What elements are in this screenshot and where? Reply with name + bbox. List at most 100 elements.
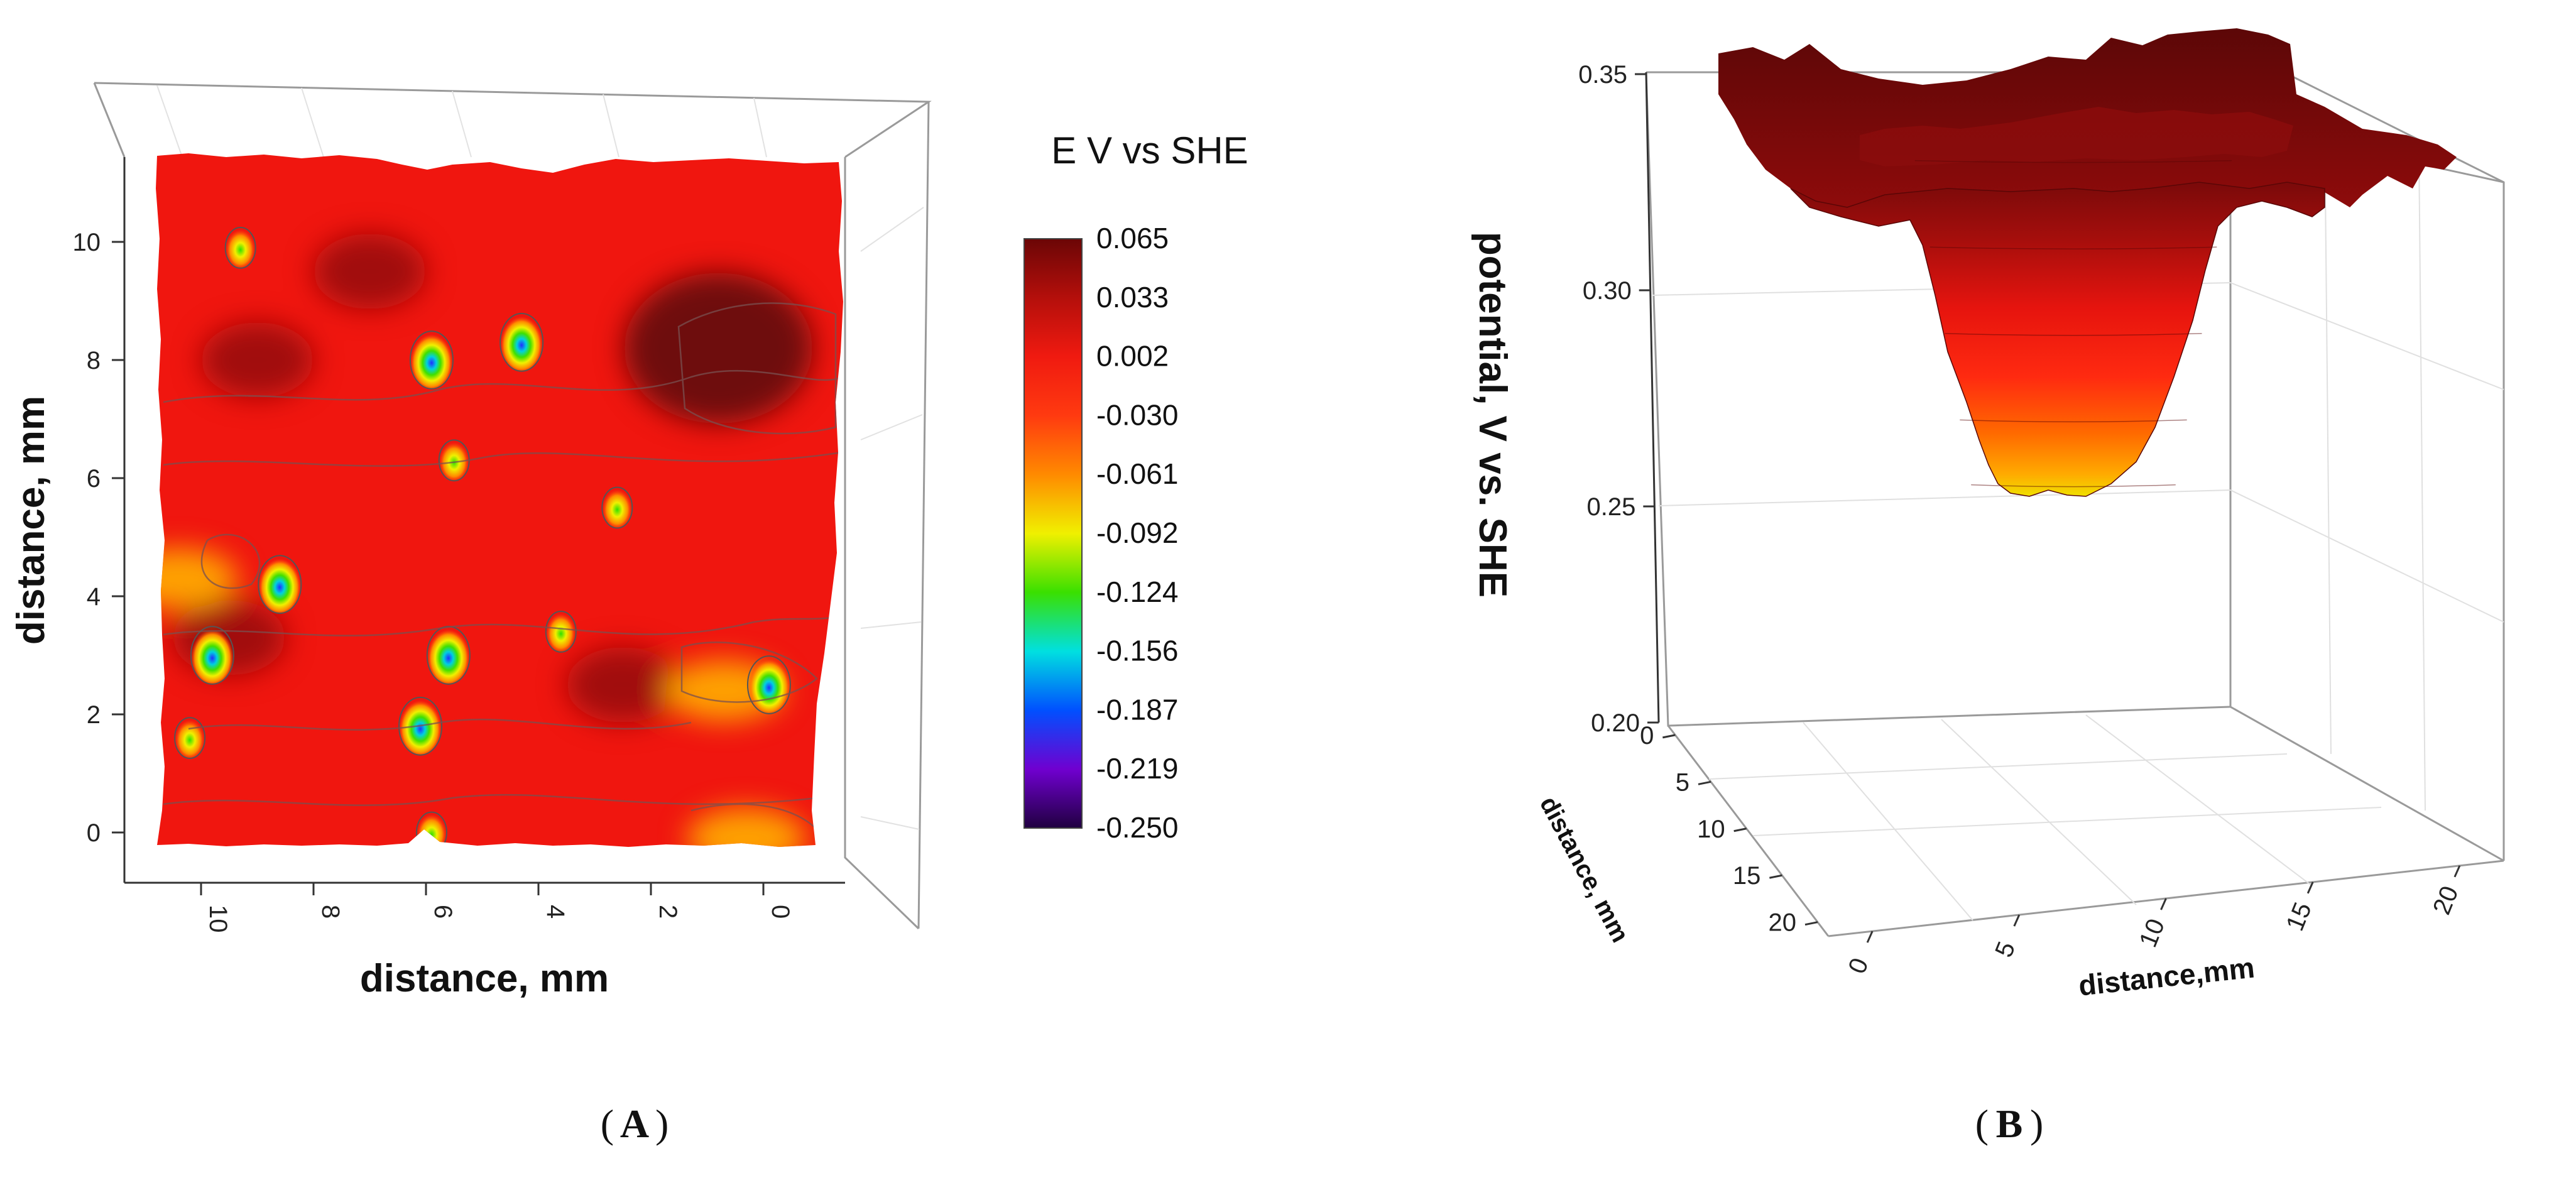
y-tick-label: 15 bbox=[1733, 862, 1761, 890]
heatmap-pit bbox=[190, 626, 234, 685]
surface-level-lines bbox=[1914, 160, 2232, 488]
panel-a-xlabel: distance, mm bbox=[360, 957, 609, 1000]
y-tick-mark bbox=[1804, 921, 1818, 926]
svg-text:(: ( bbox=[1975, 1101, 1989, 1146]
colorbar-label: -0.219 bbox=[1096, 752, 1178, 785]
x-tick-mark bbox=[2160, 898, 2167, 910]
panel-label-a-letter: A bbox=[620, 1101, 649, 1146]
heatmap-pit bbox=[224, 227, 256, 269]
panel-a-axes bbox=[123, 157, 845, 884]
surface-mid-ridge bbox=[1860, 107, 2293, 166]
surface-front-trough bbox=[1790, 182, 2325, 497]
svg-text:): ) bbox=[655, 1101, 669, 1146]
colorbar-label: -0.156 bbox=[1096, 635, 1178, 667]
heatmap-pit bbox=[499, 312, 544, 372]
colorbar-title: E V vs SHE bbox=[1051, 129, 1248, 172]
panel-a-x-ticks: 10 8 6 4 2 0 bbox=[200, 883, 794, 933]
z-tick-label: 0.25 bbox=[1586, 493, 1635, 521]
y-tick-label: 10 bbox=[73, 229, 101, 256]
colorbar-label: -0.187 bbox=[1096, 693, 1178, 726]
y-tick-label: 10 bbox=[1697, 816, 1725, 843]
heatmap-pit bbox=[746, 655, 791, 714]
panel-b-z-ticks: 0.20 0.25 0.30 0.35 bbox=[1578, 61, 1659, 737]
heatmap-background bbox=[156, 153, 843, 847]
x-tick-label: 0 bbox=[1843, 954, 1874, 978]
panel-b-z-axis bbox=[1645, 72, 1660, 723]
heatmap-high-region bbox=[624, 273, 813, 424]
x-tick-mark bbox=[2453, 865, 2461, 878]
heatmap-pit bbox=[258, 555, 302, 614]
colorbar-label: 0.002 bbox=[1096, 340, 1169, 373]
panel-a-colorbar: E V vs SHE 0.065 0.033 0.002 -0.030 -0.061 -0… bbox=[1023, 129, 1248, 844]
surface-level-line bbox=[1971, 484, 2176, 488]
heatmap-warm-region bbox=[156, 548, 239, 609]
colorbar-label: -0.250 bbox=[1096, 811, 1178, 844]
x-tick-mark bbox=[2306, 881, 2314, 894]
y-tick-mark bbox=[1769, 874, 1782, 879]
x-tick-label: 0 bbox=[767, 905, 794, 919]
x-tick-label: 2 bbox=[654, 905, 682, 919]
heatmap-high-region bbox=[566, 647, 680, 723]
x-tick-label: 5 bbox=[1990, 938, 2021, 961]
x-tick-label: 20 bbox=[2428, 882, 2464, 919]
surface-level-line bbox=[1960, 419, 2187, 423]
surface-level-line bbox=[1945, 333, 2202, 336]
colorbar-label: -0.124 bbox=[1096, 576, 1178, 608]
x-tick-label: 8 bbox=[317, 905, 344, 919]
y-tick-label: 4 bbox=[87, 583, 101, 611]
colorbar-label: -0.092 bbox=[1096, 516, 1178, 549]
panel-a-potential-map: 0 2 4 6 8 10 10 8 6 4 2 0 distance, mm distance, m… bbox=[9, 82, 1248, 1000]
x-tick-label: 10 bbox=[204, 905, 232, 933]
colorbar-label: 0.033 bbox=[1096, 281, 1169, 314]
panel-b-y-ticks: 05 10 15 20 bbox=[1640, 722, 1818, 937]
x-tick-mark bbox=[2013, 914, 2021, 927]
y-tick-mark bbox=[1698, 780, 1711, 785]
heatmap-pit bbox=[426, 626, 471, 685]
z-tick-label: 0.20 bbox=[1591, 709, 1640, 737]
x-tick-mark bbox=[1866, 930, 1874, 943]
surface-level-line bbox=[1929, 246, 2217, 249]
heatmap-high-region bbox=[200, 322, 314, 398]
panel-a-y-ticks: 0 2 4 6 8 10 bbox=[73, 229, 124, 847]
panel-label-b-letter: B bbox=[1996, 1101, 2023, 1146]
y-tick-label: 2 bbox=[87, 701, 101, 729]
y-tick-label: 0 bbox=[87, 819, 101, 847]
panel-b-ylabel: distance, mm bbox=[1534, 792, 1634, 947]
svg-text:(: ( bbox=[601, 1101, 614, 1146]
panel-a-heatmap bbox=[156, 153, 843, 847]
x-tick-label: 4 bbox=[542, 905, 569, 919]
heatmap-pit bbox=[174, 717, 206, 759]
y-tick-mark bbox=[1662, 734, 1676, 739]
x-tick-label: 6 bbox=[429, 905, 457, 919]
y-tick-label: 0 bbox=[1640, 722, 1654, 750]
svg-text:): ) bbox=[2030, 1101, 2043, 1146]
z-tick-label: 0.30 bbox=[1583, 277, 1632, 305]
colorbar-gradient bbox=[1023, 238, 1083, 829]
panel-label-b: ( B ) bbox=[1975, 1101, 2044, 1146]
panel-a-contours bbox=[163, 302, 843, 830]
y-tick-label: 5 bbox=[1676, 768, 1689, 796]
heatmap-warm-region bbox=[687, 808, 807, 847]
panel-b-surface bbox=[1718, 28, 2457, 497]
colorbar-label: 0.065 bbox=[1096, 222, 1169, 254]
surface-level-line bbox=[1914, 160, 2232, 163]
heatmap-pit bbox=[415, 811, 447, 847]
x-tick-label: 10 bbox=[2134, 915, 2170, 951]
y-tick-label: 8 bbox=[87, 347, 101, 374]
heatmap-pit bbox=[601, 486, 633, 529]
y-tick-mark bbox=[1733, 827, 1747, 832]
panel-a-back-grid bbox=[156, 85, 924, 830]
heatmap-pit bbox=[409, 330, 454, 390]
heatmap-pit bbox=[545, 611, 577, 653]
panel-a-ylabel: distance, mm bbox=[9, 396, 53, 645]
colorbar-label: -0.061 bbox=[1096, 457, 1178, 490]
colorbar-label: -0.030 bbox=[1096, 398, 1178, 431]
panel-b-zlabel: potential, V vs. SHE bbox=[1471, 232, 1514, 598]
heatmap-high-region bbox=[313, 234, 427, 309]
panel-b-xlabel: distance,mm bbox=[2077, 951, 2256, 1002]
panel-label-a: ( A ) bbox=[601, 1101, 669, 1146]
y-tick-label: 6 bbox=[87, 465, 101, 493]
z-tick-label: 0.35 bbox=[1578, 61, 1627, 89]
